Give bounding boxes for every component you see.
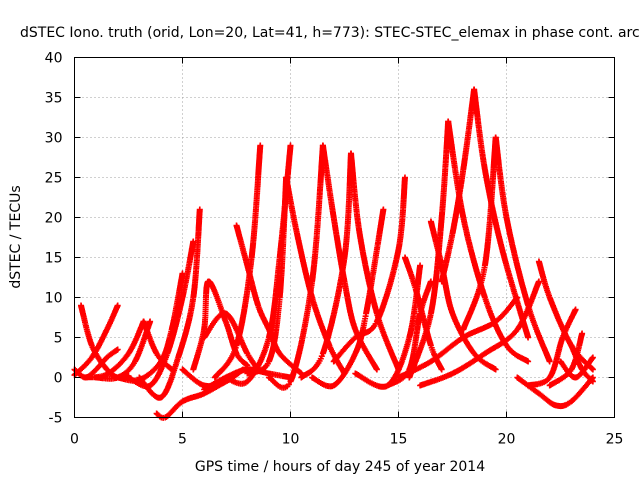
x-tick-label: 10 [282, 432, 300, 448]
arc-markers [136, 206, 203, 401]
y-tick-label: 15 [45, 251, 63, 267]
data-arc-8 [125, 238, 197, 390]
arc-markers [211, 142, 264, 381]
data-arc-2 [78, 302, 132, 381]
data-arc-23 [309, 206, 387, 390]
arc-markers [265, 142, 326, 391]
data-arc-22 [348, 150, 402, 373]
data-arc-9 [136, 206, 203, 401]
data-arc-24 [330, 174, 408, 365]
data-arc-17 [244, 174, 290, 377]
y-tick-label: 5 [54, 331, 63, 347]
y-tick-label: 10 [45, 291, 63, 307]
data-arc-42 [568, 342, 596, 385]
y-tick-label: -5 [49, 411, 63, 427]
arc-markers [492, 134, 553, 365]
x-tick-label: 15 [390, 432, 408, 448]
data-arc-38 [514, 374, 596, 410]
data-arc-35 [395, 294, 521, 381]
arc-markers [471, 86, 532, 341]
tick-labels: 0 5 10 15 20 25 -5 0 5 10 15 20 25 30 35 40 [45, 51, 624, 448]
arc-markers [78, 302, 132, 381]
x-axis-label: GPS time / hours of day 245 of year 2014 [195, 459, 485, 475]
x-tick-label: 5 [178, 432, 187, 448]
x-tick-label: 25 [606, 432, 624, 448]
arc-markers [201, 366, 294, 393]
data-arc-13 [201, 310, 262, 373]
data-arc-31 [438, 86, 478, 285]
data-arc-32 [471, 86, 532, 341]
data-arc-34 [492, 134, 553, 365]
chart-title: dSTEC Iono. truth (orid, Lon=20, Lat=41,… [20, 25, 640, 41]
arc-markers [438, 86, 478, 285]
y-tick-label: 25 [45, 171, 63, 187]
arc-markers [125, 238, 197, 390]
arc-markers [417, 278, 542, 389]
data-arc-43 [201, 366, 294, 393]
x-tick-label: 20 [498, 432, 516, 448]
arc-markers [395, 294, 521, 381]
y-tick-label: 30 [45, 131, 63, 147]
y-tick-label: 20 [45, 211, 63, 227]
plot-frame [74, 57, 615, 418]
data-arc-36 [417, 278, 542, 389]
arc-markers [406, 118, 452, 381]
arc-markers [309, 206, 387, 390]
y-tick-label: 40 [45, 51, 63, 67]
x-tick-label: 0 [70, 432, 79, 448]
axis-ticks [74, 57, 615, 418]
arc-markers [348, 150, 402, 373]
arc-markers [568, 342, 596, 385]
data-arc-19 [265, 142, 326, 391]
arc-markers [201, 310, 262, 373]
arc-markers [244, 174, 290, 377]
y-axis-label: dSTEC / TECUs [8, 185, 24, 288]
data-arc-39 [525, 306, 579, 389]
y-tick-label: 0 [54, 371, 63, 387]
data-markers [71, 86, 596, 421]
y-tick-label: 35 [45, 91, 63, 107]
arc-markers [330, 174, 408, 365]
data-arc-15 [211, 142, 264, 381]
arc-markers [525, 306, 579, 389]
arc-markers [514, 374, 596, 410]
data-arc-29 [406, 118, 452, 381]
